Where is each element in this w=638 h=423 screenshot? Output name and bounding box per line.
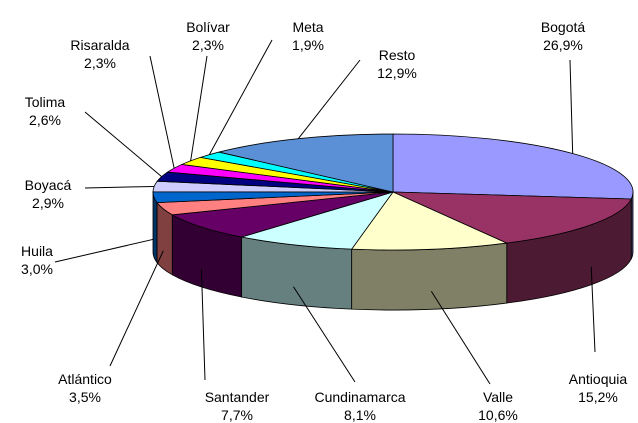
value-label: 3,5%	[69, 389, 101, 405]
slice	[350, 191, 509, 251]
leader-line	[190, 55, 208, 161]
category-label: Tolima	[25, 94, 66, 110]
slice-side	[351, 242, 508, 311]
slice	[392, 133, 634, 200]
category-label: Santander	[205, 389, 270, 405]
category-label: Resto	[379, 47, 416, 63]
leader-line	[109, 250, 164, 367]
category-label: Valle	[483, 389, 513, 405]
category-label: Boyacá	[25, 177, 72, 193]
value-label: 2,3%	[192, 37, 224, 53]
leader-line	[84, 111, 162, 177]
slice	[218, 133, 394, 193]
leader-line	[590, 266, 596, 353]
leader-line	[200, 268, 206, 381]
value-label: 10,6%	[478, 407, 518, 423]
value-label: 12,9%	[377, 65, 417, 81]
slice-side	[152, 191, 158, 264]
category-label: Meta	[292, 19, 323, 35]
category-label: Cundinamarca	[314, 389, 405, 405]
slice	[241, 191, 395, 250]
category-label: Antioquia	[569, 371, 628, 387]
leader-line	[297, 59, 361, 140]
leader-line	[293, 286, 356, 383]
value-label: 15,2%	[578, 389, 618, 405]
value-label: 7,7%	[221, 407, 253, 423]
value-label: 26,9%	[543, 37, 583, 53]
leader-line	[430, 290, 491, 385]
category-label: Risaralda	[70, 37, 129, 53]
category-label: Bogotá	[541, 19, 586, 35]
leader-line	[208, 39, 273, 155]
leader-line	[84, 185, 155, 189]
value-label: 8,1%	[344, 407, 376, 423]
value-label: 2,6%	[29, 112, 61, 128]
category-label: Atlántico	[58, 371, 112, 387]
leader-line	[149, 55, 175, 169]
leader-line	[569, 59, 574, 154]
slice	[392, 191, 632, 244]
value-label: 2,9%	[32, 195, 64, 211]
value-label: 2,3%	[84, 55, 116, 71]
category-label: Huila	[21, 243, 53, 259]
slice	[171, 191, 394, 238]
leader-line	[54, 238, 155, 263]
category-label: Bolívar	[186, 19, 230, 35]
value-label: 3,0%	[21, 261, 53, 277]
value-label: 1,9%	[292, 37, 324, 53]
